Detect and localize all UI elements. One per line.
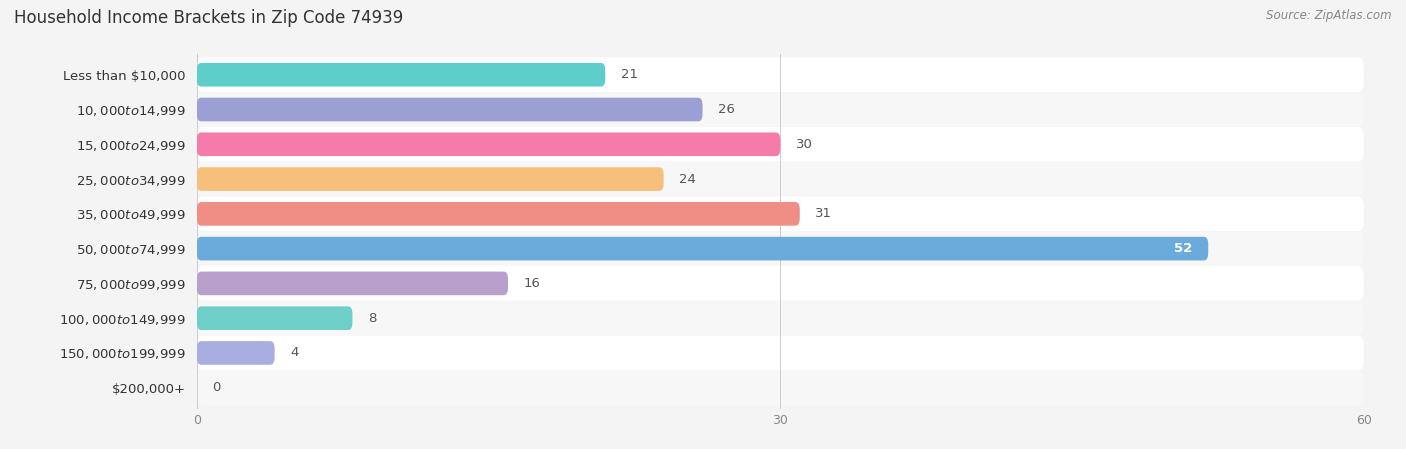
Text: 16: 16 (523, 277, 540, 290)
FancyBboxPatch shape (197, 132, 780, 156)
Text: 30: 30 (796, 138, 813, 151)
FancyBboxPatch shape (197, 266, 1364, 301)
FancyBboxPatch shape (197, 63, 606, 87)
Text: Source: ZipAtlas.com: Source: ZipAtlas.com (1267, 9, 1392, 22)
FancyBboxPatch shape (197, 167, 664, 191)
Text: 8: 8 (368, 312, 377, 325)
Text: Household Income Brackets in Zip Code 74939: Household Income Brackets in Zip Code 74… (14, 9, 404, 27)
FancyBboxPatch shape (197, 98, 703, 121)
Text: 31: 31 (815, 207, 832, 220)
FancyBboxPatch shape (197, 370, 1364, 405)
FancyBboxPatch shape (197, 197, 1364, 231)
FancyBboxPatch shape (197, 162, 1364, 197)
Text: 21: 21 (621, 68, 638, 81)
FancyBboxPatch shape (197, 306, 353, 330)
FancyBboxPatch shape (197, 335, 1364, 370)
Text: 24: 24 (679, 172, 696, 185)
FancyBboxPatch shape (197, 127, 1364, 162)
FancyBboxPatch shape (197, 272, 508, 295)
FancyBboxPatch shape (197, 57, 1364, 92)
Text: 4: 4 (290, 347, 298, 360)
FancyBboxPatch shape (197, 237, 1208, 260)
Text: 0: 0 (212, 381, 221, 394)
FancyBboxPatch shape (197, 341, 274, 365)
FancyBboxPatch shape (197, 301, 1364, 335)
FancyBboxPatch shape (197, 92, 1364, 127)
Text: 26: 26 (718, 103, 735, 116)
FancyBboxPatch shape (197, 231, 1364, 266)
FancyBboxPatch shape (197, 202, 800, 226)
Text: 52: 52 (1174, 242, 1192, 255)
